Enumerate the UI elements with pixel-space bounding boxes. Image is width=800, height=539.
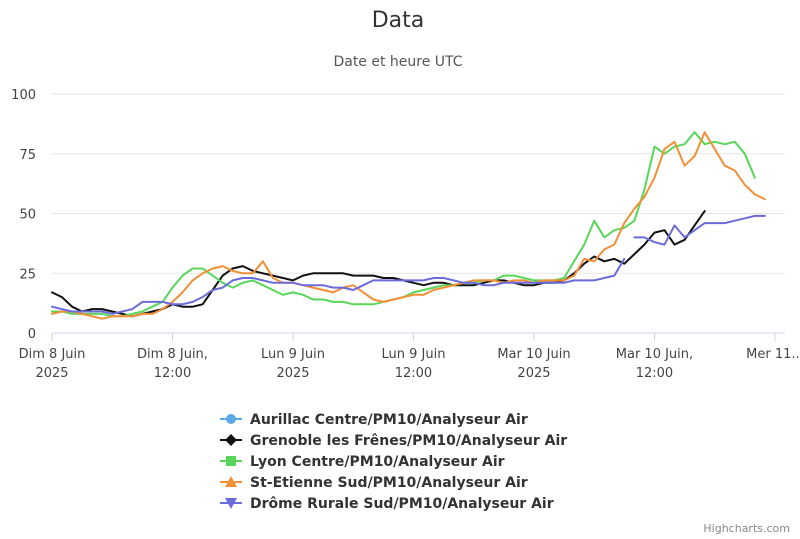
chart-title: Data <box>372 8 425 33</box>
legend-label-1: Grenoble les Frênes/PM10/Analyseur Air <box>250 433 567 449</box>
legend-label-0: Aurillac Centre/PM10/Analyseur Air <box>250 412 528 428</box>
legend-label-2: Lyon Centre/PM10/Analyseur Air <box>250 454 505 470</box>
y-tick-label: 50 <box>19 208 36 223</box>
legend-item-3[interactable]: St-Etienne Sud/PM10/Analyseur Air <box>220 475 528 491</box>
legend-label-3: St-Etienne Sud/PM10/Analyseur Air <box>250 475 528 491</box>
grid <box>52 93 785 334</box>
legend-item-4[interactable]: Drôme Rurale Sud/PM10/Analyseur Air <box>220 496 554 512</box>
legend-item-0[interactable]: Aurillac Centre/PM10/Analyseur Air <box>220 412 528 428</box>
legend-item-1[interactable]: Grenoble les Frênes/PM10/Analyseur Air <box>220 433 567 449</box>
legend-marker-square-icon <box>226 456 236 466</box>
legend-marker-circle-icon <box>226 414 236 424</box>
legend-marker-diamond-icon <box>225 434 237 446</box>
legend-item-2[interactable]: Lyon Centre/PM10/Analyseur Air <box>220 454 505 470</box>
y-tick-label: 100 <box>11 88 36 103</box>
y-tick-label: 25 <box>19 267 36 282</box>
legend: Aurillac Centre/PM10/Analyseur Air Grenob… <box>220 412 567 512</box>
y-tick-label: 0 <box>28 327 36 342</box>
y-axis: 0 25 50 75 100 <box>11 88 36 342</box>
y-tick-label: 75 <box>19 148 36 163</box>
legend-marker-triangle-icon <box>225 476 237 487</box>
x-tick-label: Lun 9 Juin 2025 <box>261 347 325 381</box>
x-tick-label: Mar 10 Juin 2025 <box>497 347 570 381</box>
series-lines <box>51 131 766 320</box>
series-line-3[interactable] <box>51 131 766 320</box>
x-axis: Dim 8 Juin 2025 Dim 8 Juin, 12:00 Lun 9 Juin… <box>19 333 800 381</box>
x-tick-label: Dim 8 Juin 2025 <box>19 347 86 381</box>
series-line-4[interactable] <box>51 214 766 315</box>
x-tick-label: Lun 9 Juin 12:00 <box>382 347 446 381</box>
credits-link[interactable]: Highcharts.com <box>703 522 790 535</box>
chart-subtitle: Date et heure UTC <box>333 54 462 70</box>
x-tick-label: Mer 11... <box>746 347 800 362</box>
legend-label-4: Drôme Rurale Sud/PM10/Analyseur Air <box>250 496 554 512</box>
series-line-2[interactable] <box>51 131 756 318</box>
x-tick-label: Mar 10 Juin, 12:00 <box>616 347 693 381</box>
x-tick-label: Dim 8 Juin, 12:00 <box>137 347 208 381</box>
legend-marker-triangle-down-icon <box>225 498 237 509</box>
